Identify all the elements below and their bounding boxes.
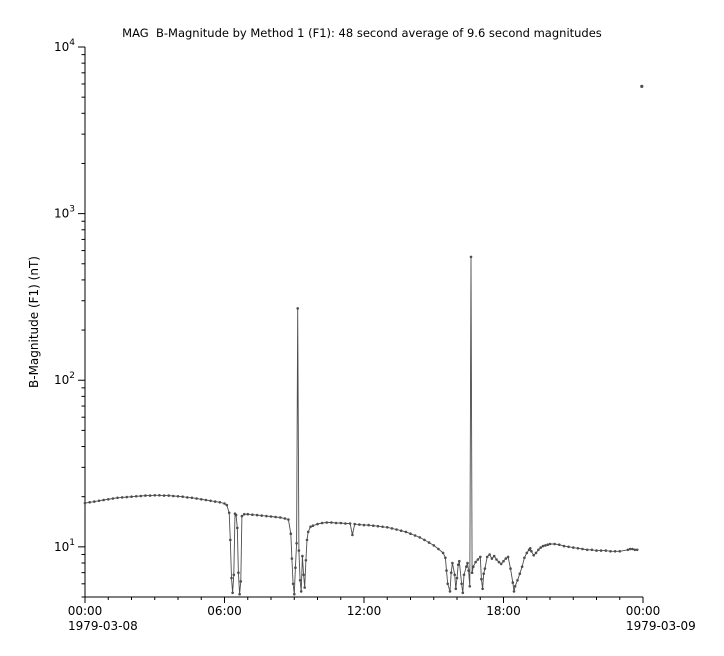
- x-date-label: 1979-03-08: [68, 619, 138, 633]
- x-tick-label: 12:00: [347, 604, 382, 618]
- x-ticks: [84, 597, 644, 603]
- axes: [84, 47, 643, 598]
- x-date-label: 1979-03-09: [626, 619, 696, 633]
- x-tick-label: 18:00: [486, 604, 521, 618]
- y-ticks: [78, 46, 85, 598]
- x-tick-label: 06:00: [207, 604, 242, 618]
- data-points: [83, 84, 644, 596]
- y-tick-label: 103: [54, 205, 75, 221]
- x-tick-label: 00:00: [68, 604, 103, 618]
- y-tick-labels: 101 102 103 104: [54, 38, 75, 554]
- y-axis-label: B-Magnitude (F1) (nT): [27, 256, 41, 388]
- y-tick-label: 102: [54, 371, 75, 387]
- chart-title: MAG B-Magnitude by Method 1 (F1): 48 sec…: [122, 26, 602, 40]
- isolated-data-point: [640, 84, 644, 88]
- y-tick-label: 104: [54, 38, 75, 54]
- x-tick-label: 00:00: [626, 604, 661, 618]
- y-tick-label: 101: [54, 538, 75, 554]
